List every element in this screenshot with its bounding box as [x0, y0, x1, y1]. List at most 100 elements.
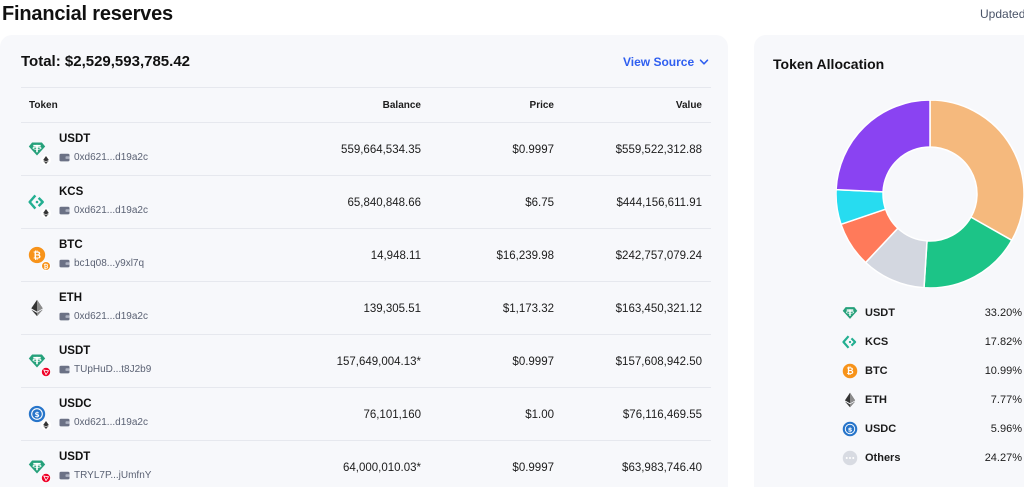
reserves-table-body: USDT 0xd621...d19a2c 559,664,534.35 $0.9…: [21, 123, 711, 487]
header-price: Price: [529, 100, 554, 111]
usdt-icon: [28, 458, 51, 483]
header-value: Value: [675, 100, 702, 111]
token-symbol: BTC: [59, 239, 83, 251]
wallet-address-link[interactable]: 0xd621...d19a2c: [59, 417, 148, 428]
token-price: $0.9997: [512, 144, 554, 156]
token-balance: 157,649,004.13*: [336, 356, 421, 368]
token-balance: 139,305.51: [363, 303, 421, 315]
table-row: ₿ ₿ BTC bc1q08...y9xl7q 14,948.11 $16,239…: [21, 229, 711, 282]
legend-token: USDT: [865, 307, 895, 319]
legend-token: Others: [865, 452, 901, 464]
token-price: $1.00: [525, 409, 554, 421]
legend-percent: 5.96%: [990, 423, 1022, 435]
token-price: $0.9997: [512, 356, 554, 368]
wallet-address-link[interactable]: TRYL7P...jUmfnY: [59, 470, 151, 481]
token-value: $242,757,079.24: [615, 250, 702, 262]
svg-text:₿: ₿: [846, 366, 853, 377]
kcs-icon: [28, 193, 51, 218]
token-value: $157,608,942.50: [615, 356, 702, 368]
table-row: ETH 0xd621...d19a2c 139,305.51 $1,173.32…: [21, 282, 711, 335]
wallet-address-link[interactable]: TUpHuD...t8J2b9: [59, 364, 151, 375]
wallet-address: TUpHuD...t8J2b9: [74, 364, 152, 375]
tron-chain-icon: [41, 364, 51, 377]
token-symbol: ETH: [59, 292, 82, 304]
view-source-button[interactable]: View Source: [623, 55, 709, 69]
wallet-address-link[interactable]: 0xd621...d19a2c: [59, 311, 148, 322]
token-price: $0.9997: [512, 462, 554, 474]
wallet-icon: [59, 365, 70, 374]
table-row: USDT 0xd621...d19a2c 559,664,534.35 $0.9…: [21, 123, 711, 176]
svg-text:₿: ₿: [44, 263, 49, 270]
usdt-icon: [28, 140, 51, 165]
wallet-address: bc1q08...y9xl7q: [74, 258, 145, 269]
total-reserves: Total: $2,529,593,785.42: [21, 53, 190, 70]
allocation-title: Token Allocation: [773, 56, 885, 72]
wallet-address: TRYL7P...jUmfnY: [74, 470, 152, 481]
legend-item: $ USDC 5.96%: [840, 419, 1022, 448]
token-symbol: USDT: [59, 451, 91, 463]
reserves-panel: Total: $2,529,593,785.42 View Source Tok…: [0, 35, 728, 487]
token-value: $63,983,746.40: [622, 462, 702, 474]
svg-text:$: $: [34, 410, 39, 419]
usdc-icon: $: [842, 421, 858, 437]
token-symbol: KCS: [59, 186, 84, 198]
btc-icon: ₿ ₿: [28, 246, 51, 271]
legend-item: KCS 17.82%: [840, 332, 1022, 361]
legend-percent: 17.82%: [984, 336, 1022, 348]
page-title: Financial reserves: [2, 3, 173, 25]
token-value: $444,156,611.91: [616, 197, 702, 209]
legend-token: KCS: [865, 336, 889, 348]
legend-item: ETH 7.77%: [840, 390, 1022, 419]
usdt-icon: [28, 352, 51, 377]
table-row: KCS 0xd621...d19a2c 65,840,848.66 $6.75 …: [21, 176, 711, 229]
eth-chain-icon: [41, 417, 51, 430]
wallet-icon: [59, 153, 70, 162]
donut-slice-others[interactable]: [836, 100, 931, 193]
legend-token: USDC: [865, 423, 897, 435]
btc-chain-icon: ₿: [41, 258, 51, 271]
updated-label: Updated: [980, 7, 1024, 21]
token-balance: 64,000,010.03*: [342, 462, 421, 474]
table-row: $ USDC 0xd621...d19a2c 76,101,160 $1.00 …: [21, 388, 711, 441]
wallet-icon: [59, 206, 70, 215]
donut-slice-usdt[interactable]: [929, 100, 1024, 242]
wallet-icon: [59, 418, 70, 427]
wallet-address-link[interactable]: 0xd621...d19a2c: [59, 205, 148, 216]
others-icon: [842, 450, 858, 466]
usdt-icon: [842, 305, 858, 321]
token-symbol: USDC: [59, 398, 92, 410]
token-balance: 559,664,534.35: [341, 144, 421, 156]
table-row: USDT TUpHuD...t8J2b9 157,649,004.13* $0.…: [21, 335, 711, 388]
legend-token: ETH: [865, 394, 887, 406]
svg-text:$: $: [848, 426, 853, 434]
eth-chain-icon: [41, 205, 51, 218]
token-value: $163,450,321.12: [615, 303, 702, 315]
wallet-address-link[interactable]: 0xd621...d19a2c: [59, 152, 148, 163]
wallet-address: 0xd621...d19a2c: [74, 311, 148, 322]
wallet-address-link[interactable]: bc1q08...y9xl7q: [59, 258, 144, 269]
btc-icon: ₿: [842, 363, 858, 379]
legend-item: Others 24.27%: [840, 448, 1022, 477]
token-balance: 14,948.11: [370, 250, 421, 262]
legend-item: ₿ BTC 10.99%: [840, 361, 1022, 390]
legend-token: BTC: [865, 365, 888, 377]
legend-percent: 24.27%: [984, 452, 1022, 464]
token-symbol: USDT: [59, 345, 91, 357]
token-price: $6.75: [525, 197, 554, 209]
legend-percent: 33.20%: [984, 307, 1022, 319]
tron-chain-icon: [41, 470, 51, 483]
token-price: $16,239.98: [496, 250, 554, 262]
wallet-address: 0xd621...d19a2c: [74, 417, 148, 428]
chevron-down-icon: [699, 59, 709, 65]
view-source-label: View Source: [623, 55, 695, 69]
wallet-address: 0xd621...d19a2c: [74, 205, 148, 216]
legend-percent: 7.77%: [990, 394, 1022, 406]
kcs-icon: [842, 334, 858, 350]
allocation-donut-chart: [836, 100, 1024, 288]
legend-percent: 10.99%: [984, 365, 1022, 377]
table-row: USDT TRYL7P...jUmfnY 64,000,010.03* $0.9…: [21, 441, 711, 487]
header-balance: Balance: [382, 100, 421, 111]
token-value: $559,522,312.88: [615, 144, 702, 156]
eth-chain-icon: [41, 152, 51, 165]
token-symbol: USDT: [59, 133, 91, 145]
